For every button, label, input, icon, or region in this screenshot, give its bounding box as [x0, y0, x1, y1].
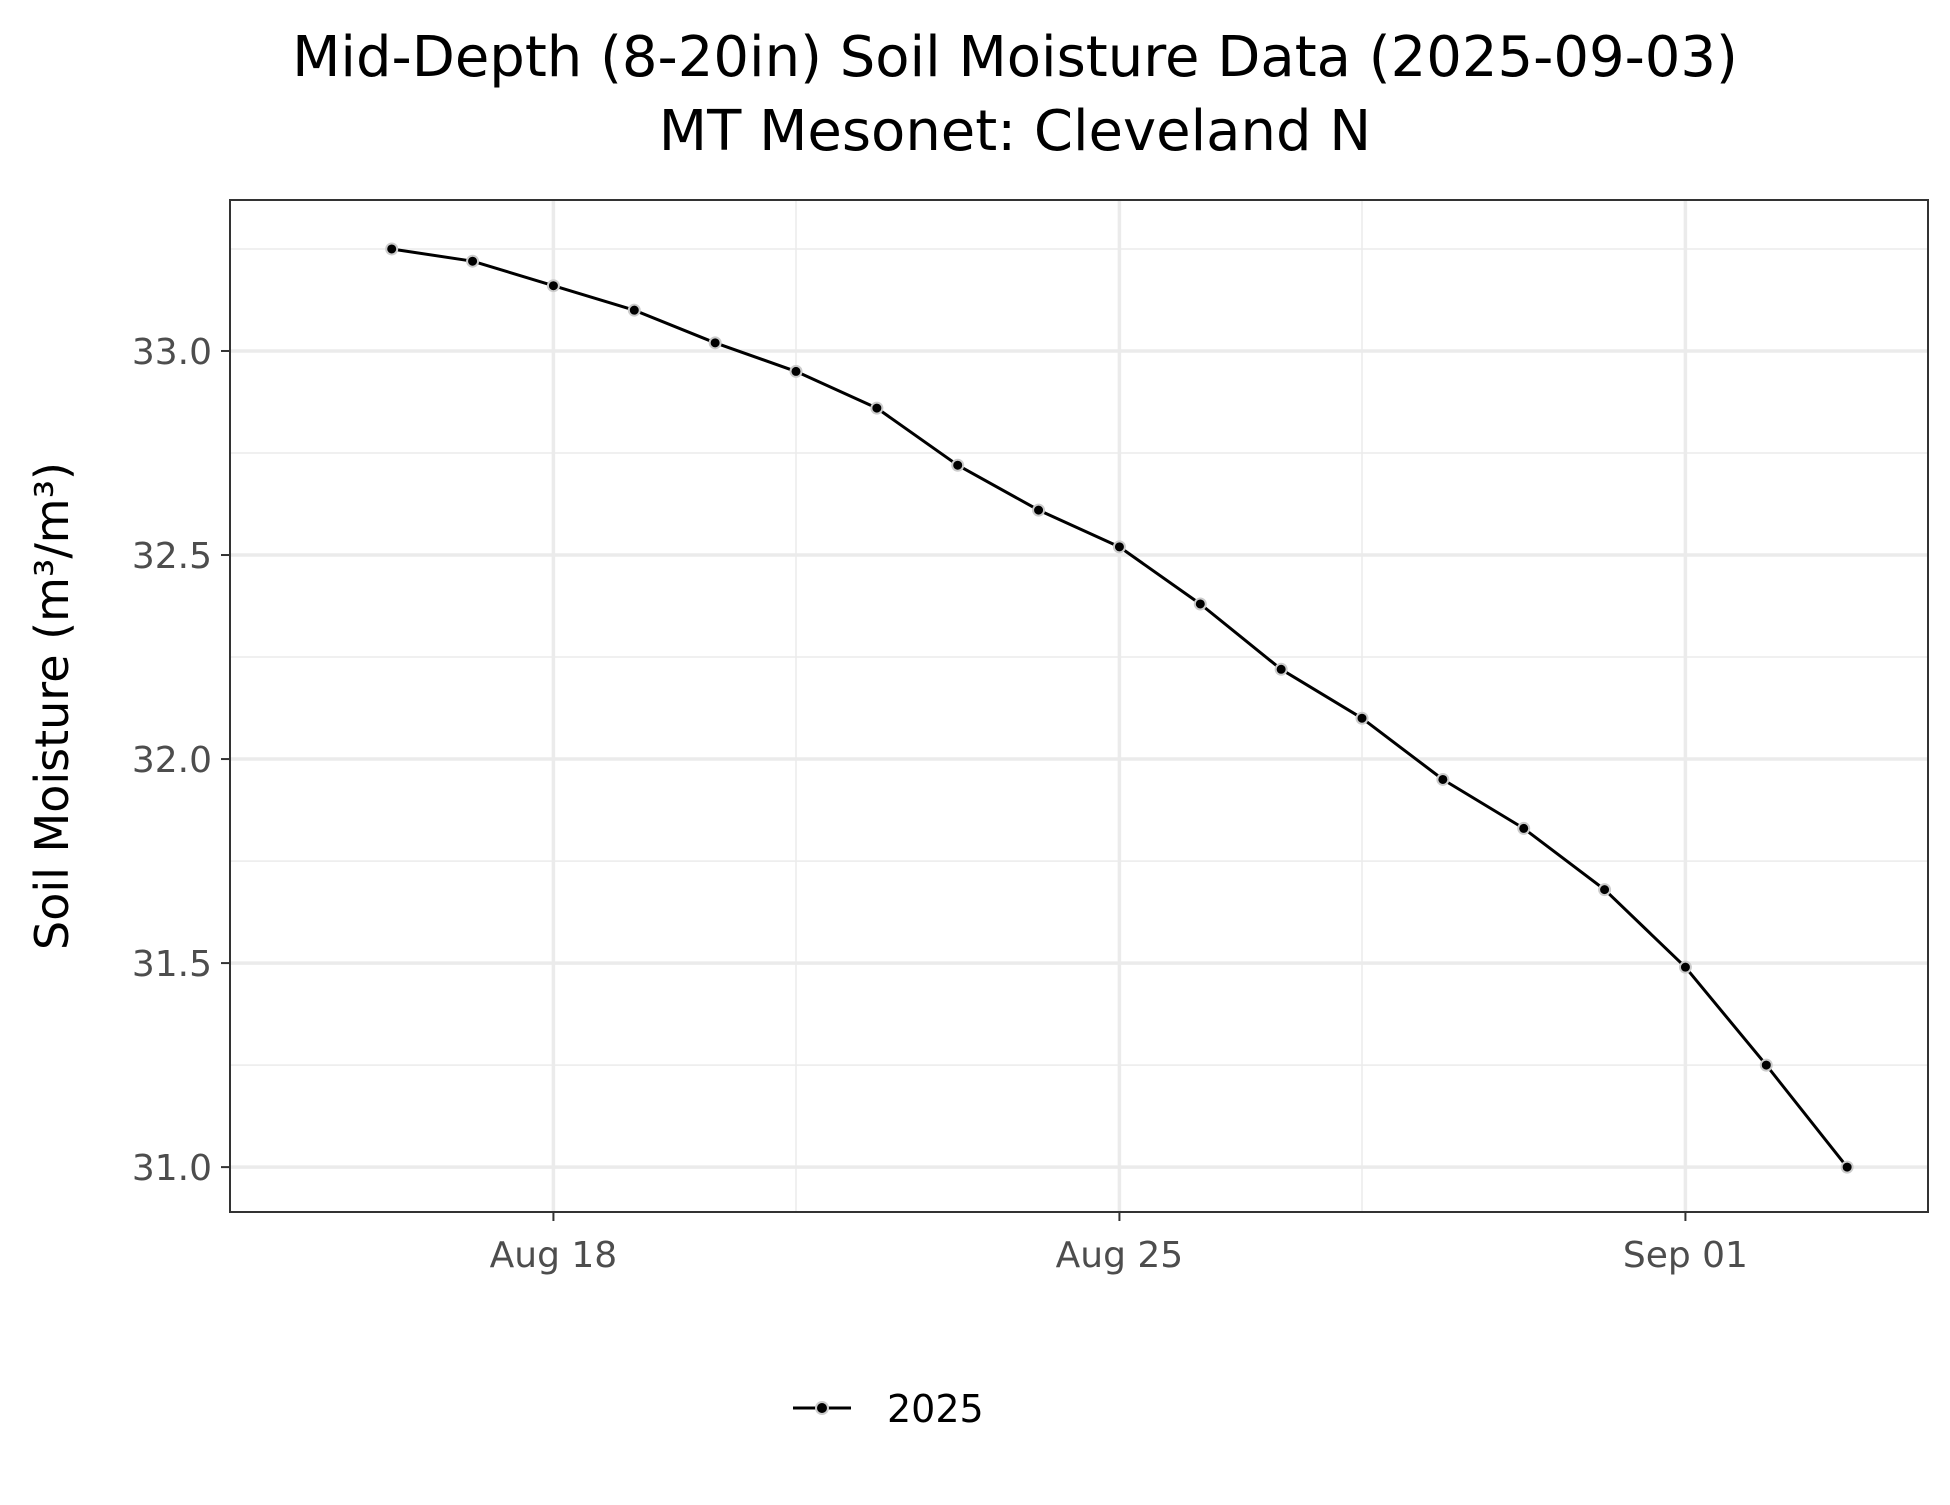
series-layer — [385, 242, 1854, 1174]
y-tick-label: 31.5 — [132, 944, 212, 985]
data-point — [1517, 821, 1531, 835]
data-point — [1840, 1160, 1854, 1174]
plot-background — [230, 200, 1928, 1212]
y-tick-label: 32.5 — [132, 536, 212, 577]
x-tick-label: Sep 01 — [1623, 1235, 1748, 1276]
y-axis-title: Soil Moisture (m³/m³) — [25, 462, 79, 950]
data-point — [1436, 772, 1450, 786]
data-point — [870, 401, 884, 415]
data-point — [708, 336, 722, 350]
data-point — [1759, 1058, 1773, 1072]
legend-label-2025: 2025 — [887, 1387, 984, 1431]
data-point — [1678, 960, 1692, 974]
data-point — [951, 458, 965, 472]
data-point — [1274, 662, 1288, 676]
data-point — [1112, 540, 1126, 554]
data-point — [1032, 503, 1046, 517]
x-tick-label: Aug 18 — [490, 1235, 618, 1276]
legend-point-key — [815, 1401, 829, 1415]
data-point — [1193, 597, 1207, 611]
chart-title: Mid-Depth (8-20in) Soil Moisture Data (2… — [292, 25, 1738, 90]
y-tick-label: 32.0 — [132, 740, 212, 781]
y-tick-label: 33.0 — [132, 332, 212, 373]
grid — [230, 200, 1928, 1212]
x-tick-label: Aug 25 — [1056, 1235, 1184, 1276]
legend: 2025 — [793, 1387, 984, 1431]
data-point — [466, 254, 480, 268]
y-tick-label: 31.0 — [132, 1148, 212, 1189]
chart-subtitle: MT Mesonet: Cleveland N — [659, 99, 1371, 164]
plot-border — [229, 199, 1929, 1213]
data-point — [1355, 711, 1369, 725]
data-point — [627, 303, 641, 317]
data-point — [1598, 883, 1612, 897]
data-point — [789, 364, 803, 378]
axis-ticks: 31.0 31.5 32.0 32.5 33.0 Aug 18 Aug 25 Sep 01 — [132, 332, 1748, 1276]
data-point — [546, 279, 560, 293]
data-point — [385, 242, 399, 256]
